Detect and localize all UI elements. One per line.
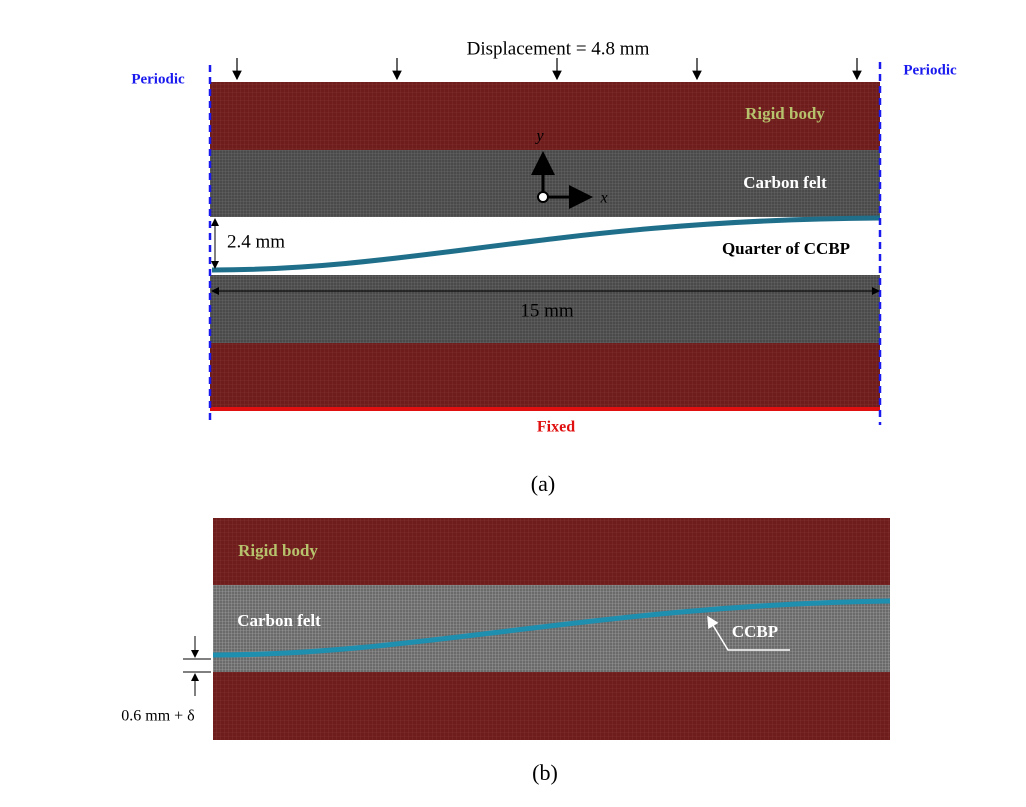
rigid-body-bottom xyxy=(210,343,880,408)
periodic-label: Periodic xyxy=(903,62,957,78)
rigid-body-label: Rigid body xyxy=(238,541,318,560)
rigid-body-top xyxy=(213,518,890,585)
panel-a: Displacement = 4.8 mm Periodic Periodic … xyxy=(131,38,957,496)
displacement-label: Displacement = 4.8 mm xyxy=(467,38,650,59)
fixed-label: Fixed xyxy=(537,419,575,436)
gap-label: 0.6 mm + δ xyxy=(121,708,194,725)
rigid-body-label: Rigid body xyxy=(745,104,825,123)
ccbp-label: Quarter of CCBP xyxy=(722,239,850,258)
rigid-body-top xyxy=(210,82,880,150)
rigid-body-bottom xyxy=(213,672,890,740)
carbon-felt xyxy=(213,585,890,672)
carbon-felt-label: Carbon felt xyxy=(237,611,321,630)
y-axis-label: y xyxy=(534,128,544,145)
axes-icon xyxy=(531,151,593,209)
caption: (a) xyxy=(531,471,555,496)
carbon-felt-label: Carbon felt xyxy=(743,173,827,192)
ccbp-curve xyxy=(211,215,881,273)
caption: (b) xyxy=(532,760,558,785)
gap-label: 2.4 mm xyxy=(227,231,285,252)
width-label: 15 mm xyxy=(520,300,574,321)
origin xyxy=(537,191,549,203)
periodic-label: Periodic xyxy=(131,71,185,87)
ccbp-label: CCBP xyxy=(732,622,778,641)
panel-b: Rigid body Carbon felt CCBP 0.6 mm + δ (… xyxy=(121,518,891,785)
ccbp-pointer xyxy=(707,615,790,651)
x-axis-label: x xyxy=(599,190,607,207)
load-arrows xyxy=(232,58,862,81)
carbon-felt-bottom xyxy=(210,275,880,343)
ccbp-curve xyxy=(212,598,891,658)
